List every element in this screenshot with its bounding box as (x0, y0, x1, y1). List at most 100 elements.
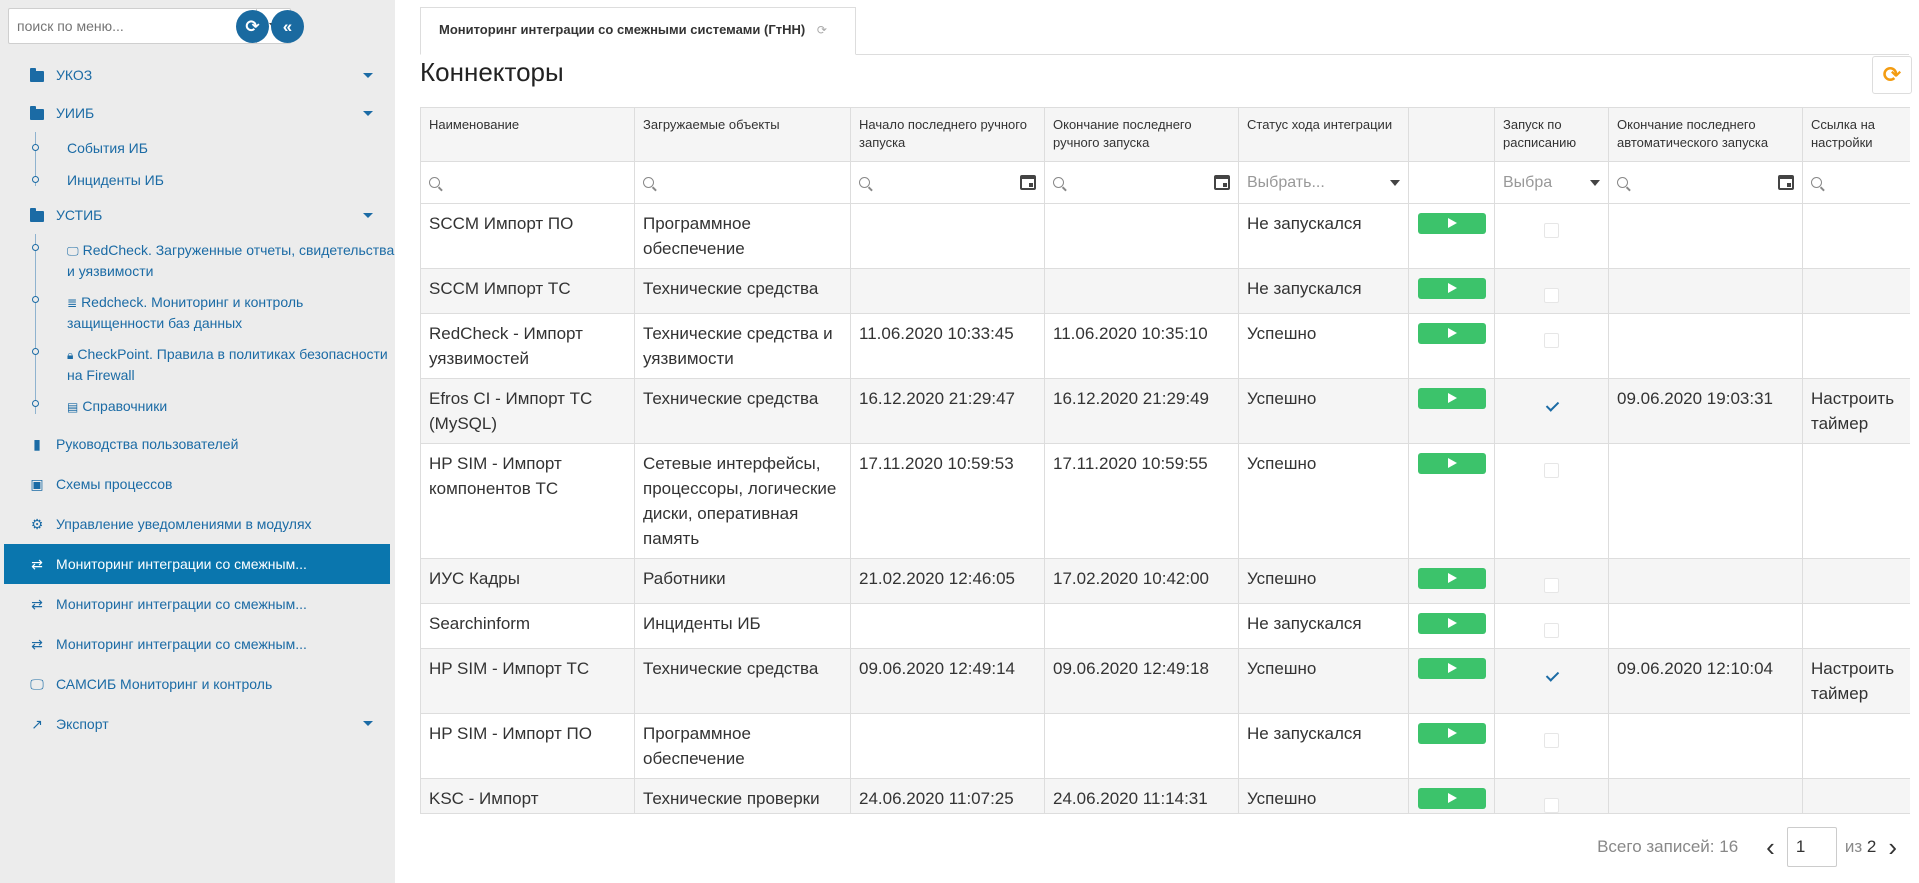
run-connector-button[interactable] (1417, 788, 1486, 809)
sidebar-toolbar: ⟳ « (8, 8, 388, 44)
table-row[interactable]: RedCheck - Импорт уязвимостей Технические… (420, 313, 1910, 379)
schedule-checkbox[interactable] (1544, 398, 1559, 413)
filter-manual-end[interactable] (1044, 161, 1239, 204)
sidebar-item-redcheck-db[interactable]: ≣ Redcheck. Мониторинг и контроль защищен… (32, 286, 395, 338)
run-connector-button[interactable] (1417, 278, 1486, 299)
cell-settings-link (1802, 603, 1910, 649)
sidebar-item-notifications[interactable]: ⚙ Управление уведомлениями в модулях (0, 504, 395, 544)
sidebar-item-ustib[interactable]: УСТИБ (0, 196, 395, 234)
table-row[interactable]: Searchinform Инциденты ИБ Не запускался (420, 603, 1910, 649)
table-row[interactable]: HP SIM - Импорт ПО Программное обеспечени… (420, 713, 1910, 779)
schedule-checkbox[interactable] (1544, 668, 1559, 683)
run-connector-button[interactable] (1417, 568, 1486, 589)
sidebar-item-integration-monitoring-1[interactable]: ⇄ Мониторинг интеграции со смежным... (4, 544, 390, 584)
run-connector-button[interactable] (1417, 453, 1486, 474)
sidebar-item-redcheck-reports[interactable]: 🖵 RedCheck. Загруженные отчеты, свидетель… (32, 234, 395, 286)
cell-name: Efros CI - Импорт ТС (MySQL) (420, 378, 635, 444)
calendar-icon[interactable] (1214, 175, 1230, 190)
filter-settings-link[interactable] (1802, 161, 1910, 204)
collapse-sidebar-button[interactable]: « (271, 10, 304, 43)
schedule-checkbox[interactable] (1544, 578, 1559, 593)
run-connector-button[interactable] (1417, 323, 1486, 344)
chevron-left-icon[interactable]: ‹ (1766, 832, 1775, 862)
column-header-auto-end[interactable]: Окончание последнего автоматического зап… (1608, 107, 1803, 162)
column-header-objects[interactable]: Загружаемые объекты (634, 107, 851, 162)
cell-manual-start: 24.06.2020 11:07:25 (850, 778, 1045, 813)
table-row[interactable]: Efros CI - Импорт ТС (MySQL) Технические … (420, 378, 1910, 444)
column-header-manual-start[interactable]: Начало последнего ручного запуска (850, 107, 1045, 162)
schedule-checkbox[interactable] (1544, 288, 1559, 303)
refresh-icon[interactable]: ⟳ (816, 23, 827, 37)
column-header-settings-link[interactable]: Ссылка на настройки (1802, 107, 1910, 162)
sidebar-item-events[interactable]: События ИБ (32, 134, 395, 166)
sidebar-item-checkpoint[interactable]: 🔒︎ CheckPoint. Правила в политиках безопа… (32, 338, 395, 390)
sidebar-item-label: Руководства пользователей (56, 436, 239, 452)
cell-objects: Технические средства и уязвимости (634, 313, 851, 379)
schedule-checkbox[interactable] (1544, 798, 1559, 813)
sidebar-item-label: УКОЗ (56, 67, 93, 83)
menu-search-input[interactable] (9, 9, 256, 43)
filter-objects[interactable] (634, 161, 851, 204)
run-connector-button[interactable] (1417, 388, 1486, 409)
sidebar-item-integration-monitoring-3[interactable]: ⇄ Мониторинг интеграции со смежным... (0, 624, 395, 664)
calendar-icon[interactable] (1020, 175, 1036, 190)
sidebar-item-directories[interactable]: ▤ Справочники (32, 390, 395, 424)
sidebar-item-integration-monitoring-2[interactable]: ⇄ Мониторинг интеграции со смежным... (0, 584, 395, 624)
sidebar-item-uiib[interactable]: УИИБ (0, 94, 395, 132)
cell-settings-link[interactable]: Настроить таймер (1802, 648, 1910, 714)
column-header-name[interactable]: Наименование (420, 107, 635, 162)
sidebar-item-incidents[interactable]: Инциденты ИБ (32, 166, 395, 196)
filter-manual-start[interactable] (850, 161, 1045, 204)
cell-name: KSC - Импорт технических проверок (420, 778, 635, 813)
sidebar-item-user-guides[interactable]: ▮ Руководства пользователей (0, 424, 395, 464)
tab-integration-monitoring[interactable]: Мониторинг интеграции со смежными систем… (420, 7, 856, 55)
refresh-menu-button[interactable]: ⟳ (236, 10, 269, 43)
column-header-status[interactable]: Статус хода интеграции (1238, 107, 1409, 162)
page-of-label: из (1844, 837, 1863, 856)
table-row[interactable]: ИУС Кадры Работники 21.02.2020 12:46:05 17.… (420, 558, 1910, 604)
cell-objects: Технические средства (634, 268, 851, 314)
schedule-checkbox[interactable] (1544, 333, 1559, 348)
table-row[interactable]: HP SIM - Импорт ТС Технические средства 09… (420, 648, 1910, 714)
sidebar-item-ukoz[interactable]: УКОЗ (0, 56, 395, 94)
cell-manual-end: 09.06.2020 12:49:18 (1044, 648, 1239, 714)
table-row[interactable]: HP SIM - Импорт компонентов ТС Сетевые ин… (420, 443, 1910, 559)
schedule-checkbox[interactable] (1544, 463, 1559, 478)
sidebar-item-samsib[interactable]: 🖵 САМСИБ Мониторинг и контроль (0, 664, 395, 704)
schedule-checkbox[interactable] (1544, 623, 1559, 638)
cell-name: HP SIM - Импорт ПО (420, 713, 635, 779)
refresh-grid-button[interactable]: ⟳ (1872, 56, 1912, 94)
run-connector-button[interactable] (1417, 723, 1486, 744)
column-header-schedule[interactable]: Запуск по расписанию (1494, 107, 1609, 162)
run-connector-button[interactable] (1417, 613, 1486, 634)
schedule-checkbox[interactable] (1544, 223, 1559, 238)
filter-schedule-select[interactable]: Выбра (1494, 161, 1609, 204)
cell-run (1408, 713, 1495, 779)
table-row[interactable]: KSC - Импорт технических проверокТехниче… (420, 778, 1910, 813)
chevron-down-icon (1390, 179, 1400, 186)
table-row[interactable]: SCCM Импорт ТС Технические средства Не зап… (420, 268, 1910, 314)
calendar-icon[interactable] (1778, 175, 1794, 190)
chevron-right-icon[interactable]: › (1888, 832, 1897, 862)
page-number-input[interactable] (1786, 827, 1837, 867)
schedule-checkbox[interactable] (1544, 733, 1559, 748)
cell-manual-start: 09.06.2020 12:49:14 (850, 648, 1045, 714)
cell-schedule (1494, 778, 1609, 813)
cell-auto-end (1608, 778, 1803, 813)
table-row[interactable]: SCCM Импорт ПО Программное обеспечение Не … (420, 203, 1910, 269)
chevron-down-icon (363, 111, 373, 116)
run-connector-button[interactable] (1417, 658, 1486, 679)
cell-settings-link[interactable]: Настроить таймер (1802, 378, 1910, 444)
sidebar-item-label: УИИБ (56, 105, 95, 121)
filter-status-select[interactable]: Выбрать... (1238, 161, 1409, 204)
filter-auto-end[interactable] (1608, 161, 1803, 204)
run-connector-button[interactable] (1417, 213, 1486, 234)
cell-manual-end: 17.02.2020 10:42:00 (1044, 558, 1239, 604)
cell-run (1408, 378, 1495, 444)
cell-run (1408, 558, 1495, 604)
cell-schedule (1494, 268, 1609, 314)
filter-name[interactable] (420, 161, 635, 204)
column-header-manual-end[interactable]: Окончание последнего ручного запуска (1044, 107, 1239, 162)
sidebar-item-export[interactable]: ↗ Экспорт (0, 704, 395, 744)
sidebar-item-process-schemes[interactable]: ▣ Схемы процессов (0, 464, 395, 504)
